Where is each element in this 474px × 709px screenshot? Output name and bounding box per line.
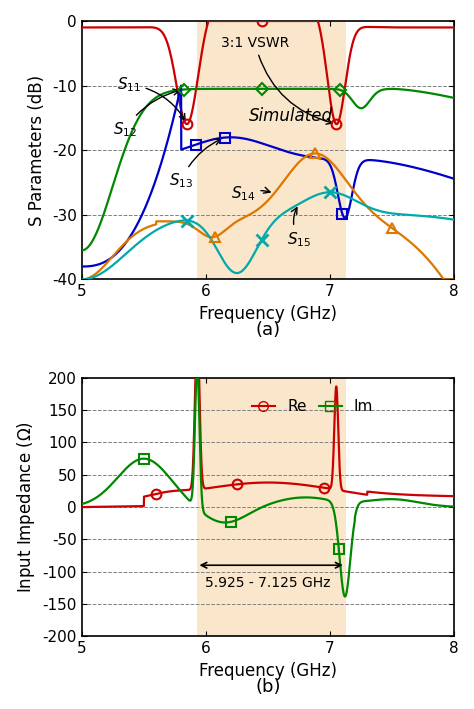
Y-axis label: S Parameters (dB): S Parameters (dB) [28,74,46,225]
Legend: Re, Im: Re, Im [246,393,380,420]
Text: Simulated: Simulated [249,107,333,125]
Text: $S_{13}$: $S_{13}$ [169,139,220,191]
Text: $S_{14}$: $S_{14}$ [231,184,270,203]
Bar [197,378,346,636]
Text: (a): (a) [255,320,281,339]
Text: 3:1 VSWR: 3:1 VSWR [221,36,332,124]
X-axis label: Frequency (GHz): Frequency (GHz) [199,305,337,323]
Text: 5.925 - 7.125 GHz: 5.925 - 7.125 GHz [205,576,331,590]
Bar [197,21,346,279]
Text: (b): (b) [255,678,281,696]
Text: $S_{15}$: $S_{15}$ [287,208,311,249]
Y-axis label: Input Impedance ($\Omega$): Input Impedance ($\Omega$) [15,421,37,593]
X-axis label: Frequency (GHz): Frequency (GHz) [199,661,337,680]
Text: $S_{11}$: $S_{11}$ [117,75,185,121]
Text: $S_{12}$: $S_{12}$ [113,89,179,139]
